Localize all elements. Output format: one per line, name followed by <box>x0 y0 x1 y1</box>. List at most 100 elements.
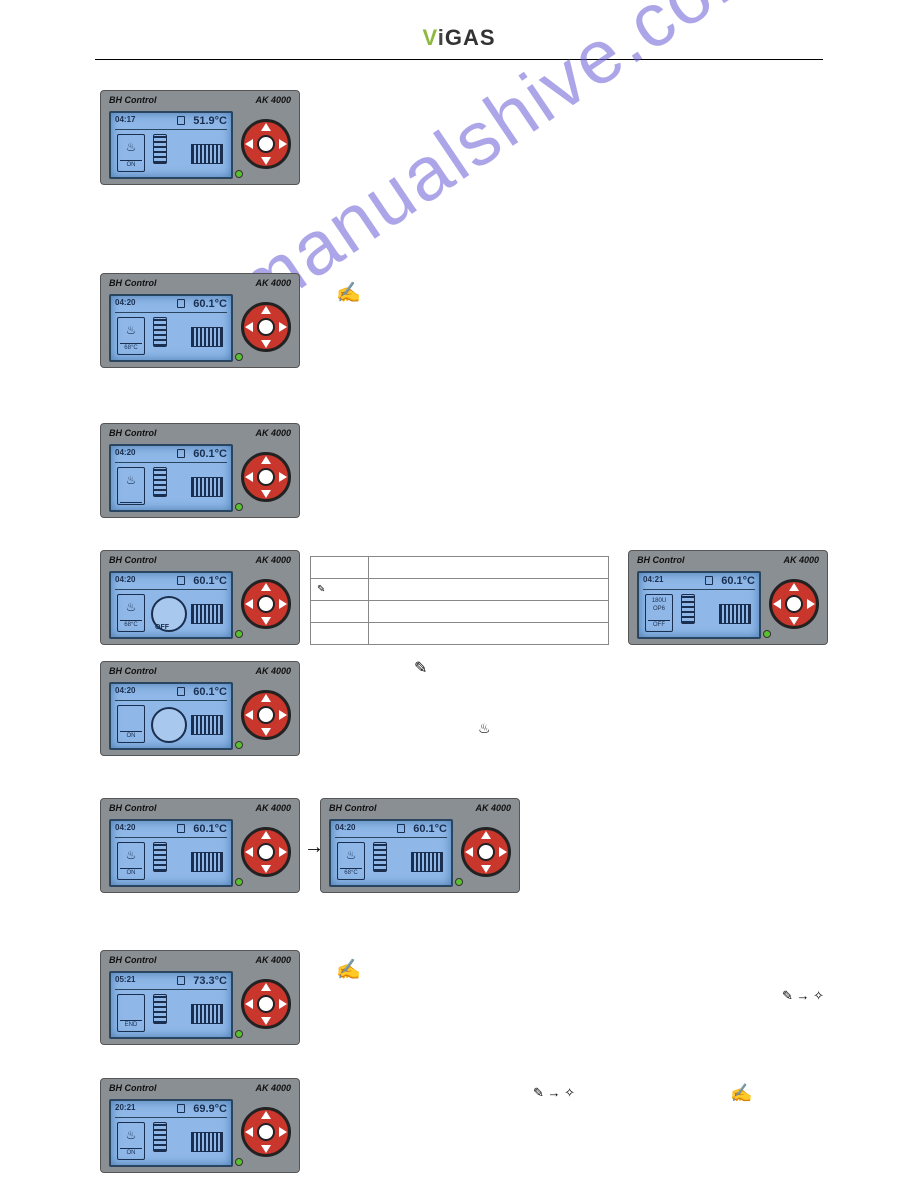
dpad-right[interactable] <box>807 599 815 609</box>
dpad-down[interactable] <box>261 728 271 736</box>
dpad-center-button[interactable] <box>257 706 275 724</box>
dpad-up[interactable] <box>481 831 491 839</box>
dpad-left[interactable] <box>245 847 253 857</box>
dpad-left[interactable] <box>245 599 253 609</box>
table-cell <box>311 601 369 623</box>
dpad-right[interactable] <box>279 599 287 609</box>
panel-brand: BH Control <box>109 278 157 288</box>
lcd-door-icon <box>177 449 185 458</box>
lcd-temperature: 60.1°C <box>413 823 447 835</box>
dpad-down[interactable] <box>481 865 491 873</box>
dpad-center-button[interactable] <box>785 595 803 613</box>
lcd-radiator-icon <box>191 604 223 624</box>
dpad-up[interactable] <box>261 694 271 702</box>
dpad-left[interactable] <box>245 322 253 332</box>
dpad-down[interactable] <box>261 157 271 165</box>
dpad-up[interactable] <box>261 456 271 464</box>
dpad-up[interactable] <box>261 983 271 991</box>
lcd-time: 04:21 <box>643 575 663 584</box>
table-cell <box>311 623 369 645</box>
dpad[interactable] <box>241 1107 291 1157</box>
lcd-body: END <box>115 989 227 1033</box>
dpad-left[interactable] <box>465 847 473 857</box>
lcd-mode-label: ON <box>120 731 142 741</box>
dpad-down[interactable] <box>261 1145 271 1153</box>
dpad-up[interactable] <box>261 123 271 131</box>
lcd-mode-label: ON <box>120 160 142 170</box>
dpad-center-button[interactable] <box>257 318 275 336</box>
lcd-radiator-icon <box>719 604 751 624</box>
dpad-center-button[interactable] <box>257 995 275 1013</box>
lcd-radiator-icon <box>191 477 223 497</box>
status-led <box>235 1158 243 1166</box>
lcd-time: 04:20 <box>115 448 135 457</box>
lcd-mode-label: 68°C <box>120 343 142 353</box>
dpad-down[interactable] <box>261 1017 271 1025</box>
dpad-right[interactable] <box>499 847 507 857</box>
dpad-up[interactable] <box>261 583 271 591</box>
status-led <box>235 1030 243 1038</box>
dpad-up[interactable] <box>261 1111 271 1119</box>
logo-i: i <box>438 25 445 50</box>
panel-title-row: BH Control AK 4000 <box>109 803 291 813</box>
dpad[interactable] <box>241 119 291 169</box>
dpad-right[interactable] <box>279 999 287 1009</box>
arrow-icon: → <box>304 836 324 859</box>
dpad[interactable] <box>241 690 291 740</box>
dpad-down[interactable] <box>261 490 271 498</box>
dpad-left[interactable] <box>773 599 781 609</box>
dpad-left[interactable] <box>245 1127 253 1137</box>
lcd-door-icon <box>177 116 185 125</box>
dpad[interactable] <box>461 827 511 877</box>
lcd-door-icon <box>177 299 185 308</box>
panel-model: AK 4000 <box>255 428 291 438</box>
dpad-left[interactable] <box>245 139 253 149</box>
lcd-body: ♨ON <box>115 837 227 881</box>
dpad[interactable] <box>241 979 291 1029</box>
dpad-up[interactable] <box>789 583 799 591</box>
dpad-left[interactable] <box>245 710 253 720</box>
dpad-right[interactable] <box>279 1127 287 1137</box>
dpad-center-button[interactable] <box>257 595 275 613</box>
dpad-down[interactable] <box>261 617 271 625</box>
dpad-right[interactable] <box>279 139 287 149</box>
lcd-screen: 04:20 60.1°C ON <box>109 682 233 750</box>
dpad-right[interactable] <box>279 710 287 720</box>
dpad-center-button[interactable] <box>257 843 275 861</box>
lcd-tank-icon <box>153 994 167 1024</box>
dpad-right[interactable] <box>279 847 287 857</box>
lcd-screen: 04:17 51.9°C ♨ON <box>109 111 233 179</box>
status-led <box>455 878 463 886</box>
lcd-temperature: 60.1°C <box>193 298 227 310</box>
dpad-left[interactable] <box>245 472 253 482</box>
dpad[interactable] <box>769 579 819 629</box>
dpad-center-button[interactable] <box>257 468 275 486</box>
dpad[interactable] <box>241 452 291 502</box>
dpad-down[interactable] <box>261 340 271 348</box>
lcd-flame-box: ♨68°C <box>117 594 145 632</box>
panel-brand: BH Control <box>109 428 157 438</box>
panel-model: AK 4000 <box>255 278 291 288</box>
lcd-time: 04:20 <box>115 298 135 307</box>
dpad-down[interactable] <box>789 617 799 625</box>
dpad-left[interactable] <box>245 999 253 1009</box>
inline-icon: ✎ → ✧ <box>533 1085 575 1101</box>
dpad-down[interactable] <box>261 865 271 873</box>
lcd-flame-box: ♨68°C <box>117 317 145 355</box>
dpad[interactable] <box>241 579 291 629</box>
lcd-time: 05:21 <box>115 975 135 984</box>
dpad-up[interactable] <box>261 831 271 839</box>
dpad-center-button[interactable] <box>257 135 275 153</box>
panel-model: AK 4000 <box>255 803 291 813</box>
dpad[interactable] <box>241 827 291 877</box>
panel-title-row: BH Control AK 4000 <box>637 555 819 565</box>
control-panel: BH Control AK 4000 04:20 60.1°C ♨ <box>100 423 300 518</box>
dpad-center-button[interactable] <box>477 843 495 861</box>
dpad[interactable] <box>241 302 291 352</box>
dpad-up[interactable] <box>261 306 271 314</box>
dpad-right[interactable] <box>279 472 287 482</box>
dpad-right[interactable] <box>279 322 287 332</box>
dpad-center-button[interactable] <box>257 1123 275 1141</box>
lcd-temperature: 60.1°C <box>193 575 227 587</box>
lcd-radiator-icon <box>191 715 223 735</box>
